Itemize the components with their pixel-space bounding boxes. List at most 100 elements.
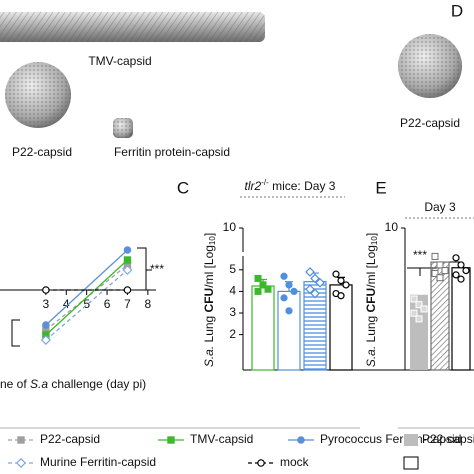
- capsid-images: [0, 12, 462, 138]
- annotation: ***: [150, 262, 164, 276]
- axis-label: S.a. Lung CFU/ml [Log10]: [202, 233, 217, 367]
- x-tick-label: 7: [124, 297, 131, 311]
- text-part: 10: [370, 236, 379, 245]
- marker: [310, 273, 320, 284]
- marker: [337, 277, 345, 285]
- marker: [123, 286, 132, 294]
- y-tick-label: 2: [229, 327, 236, 341]
- text-part: 10: [208, 236, 217, 245]
- marker: [280, 294, 288, 302]
- panel-label: E: [375, 178, 386, 197]
- text-part: mice: Day 3: [269, 179, 336, 193]
- marker: [332, 270, 340, 278]
- y-tick-label: 10: [223, 220, 237, 234]
- marker: [290, 287, 298, 295]
- marker: [431, 252, 439, 260]
- x-tick-label: 6: [104, 297, 111, 311]
- text-part: tlr2: [245, 179, 262, 193]
- panel-label: C: [177, 178, 189, 197]
- image-label: TMV-capsid: [88, 54, 151, 68]
- legend-marker: [167, 436, 175, 444]
- marker: [259, 281, 267, 289]
- y-tick-label: 3: [229, 305, 236, 319]
- marker: [122, 264, 133, 276]
- axis-label: tlr2-/- mice: Day 3: [245, 178, 336, 193]
- legend-label: mock: [280, 455, 310, 469]
- marker: [123, 256, 132, 264]
- marker: [315, 277, 325, 288]
- marker: [305, 284, 315, 295]
- marker: [441, 267, 449, 275]
- marker: [431, 269, 439, 277]
- text-part: /ml [Log: [364, 245, 378, 288]
- legend-marker: [15, 457, 27, 469]
- text-part: S.a: [30, 377, 48, 391]
- marker: [337, 292, 345, 300]
- text-part: S.a.: [364, 346, 378, 367]
- series-line: [45, 259, 128, 336]
- x-tick-label: 8: [144, 297, 151, 311]
- marker: [264, 285, 272, 293]
- marker: [415, 301, 423, 309]
- y-tick-label: 10: [385, 220, 399, 234]
- x-tick-label: 5: [83, 297, 90, 311]
- marker: [452, 254, 460, 262]
- marker: [410, 295, 418, 303]
- text-part: /ml [Log: [202, 245, 216, 288]
- panel-title: Day 3: [424, 200, 456, 214]
- axis-break: [239, 252, 247, 256]
- text-part: -/-: [261, 178, 269, 187]
- marker: [254, 274, 262, 282]
- text-part: CFU: [202, 288, 216, 313]
- legend-swatch: [404, 434, 418, 446]
- marker: [420, 305, 428, 313]
- text-part: CFU: [364, 288, 378, 313]
- marker: [415, 315, 423, 323]
- legend-label: P22-capsid: [40, 432, 100, 446]
- marker: [457, 261, 465, 269]
- marker: [452, 271, 460, 279]
- legend-label: Pyrococcus Ferritin-capsid: [320, 432, 461, 446]
- legend-label: TMV-capsid: [190, 432, 253, 446]
- legend-marker: [257, 459, 265, 467]
- x-tick-label: 4: [63, 297, 70, 311]
- marker: [285, 281, 293, 289]
- text-part: S.a.: [202, 346, 216, 367]
- marker: [254, 287, 262, 295]
- bar: [451, 267, 471, 371]
- legend-marker: [17, 436, 25, 444]
- bar: [277, 290, 301, 371]
- y-tick-label: 4: [229, 284, 236, 298]
- marker: [342, 281, 350, 289]
- text-part: Lung: [364, 312, 378, 345]
- image-label: Ferritin protein-capsid: [114, 145, 230, 159]
- axis-label: ne of S.a challenge (day pi): [0, 377, 146, 391]
- marker: [42, 321, 50, 329]
- marker: [123, 246, 132, 254]
- marker: [42, 286, 50, 294]
- brackets: [0, 247, 474, 429]
- annotation: ***: [413, 248, 427, 262]
- legend-marker: [297, 436, 305, 444]
- marker: [457, 275, 465, 283]
- marker: [436, 261, 444, 269]
- marker: [280, 272, 288, 280]
- image-label: P22-capsid: [12, 145, 72, 159]
- marker: [310, 288, 320, 299]
- marker: [285, 307, 293, 315]
- text-part: ]: [364, 233, 378, 236]
- text-part: ne of: [0, 377, 30, 391]
- bar: [251, 285, 275, 371]
- text-part: challenge (day pi): [48, 377, 146, 391]
- series-line: [45, 249, 128, 326]
- x-tick-label: 3: [43, 297, 50, 311]
- legend-label: P22-capsi: [422, 432, 474, 446]
- y-tick-label: 5: [229, 262, 236, 276]
- marker: [305, 267, 315, 277]
- series-line: [45, 269, 128, 341]
- marker: [436, 274, 444, 282]
- marker: [410, 309, 418, 317]
- panel-label: D: [451, 1, 463, 20]
- legend-label: Murine Ferritin-capsid: [40, 455, 156, 469]
- text-part: Lung: [202, 312, 216, 345]
